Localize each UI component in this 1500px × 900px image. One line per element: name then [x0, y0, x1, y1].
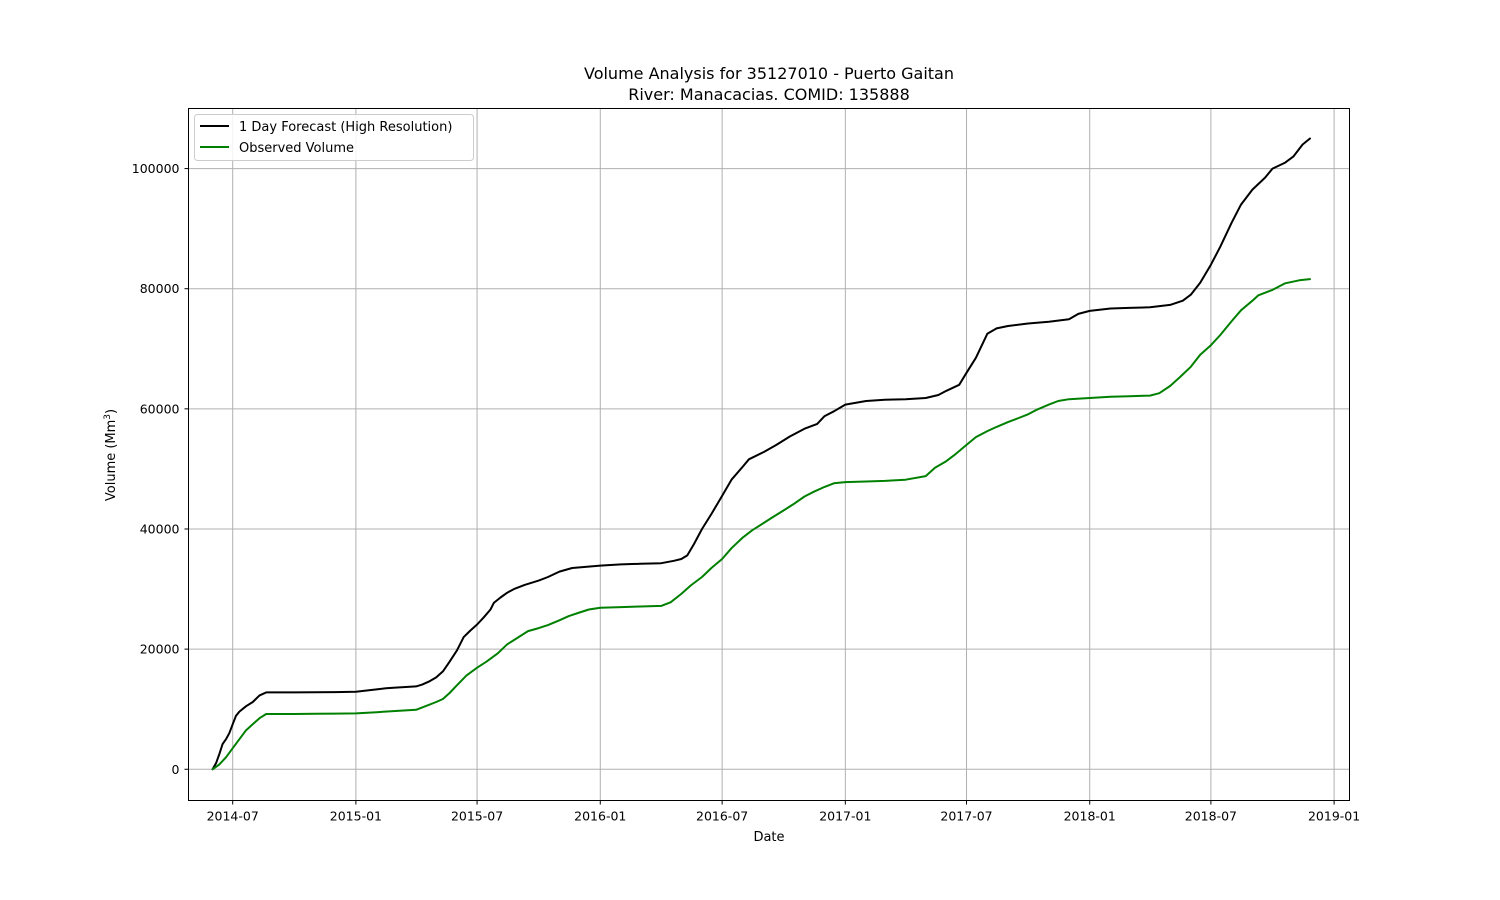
y-tick-label: 100000 — [132, 161, 180, 176]
legend-label-observed: Observed Volume — [239, 141, 354, 156]
chart-title-line-2: River: Manacacias. COMID: 135888 — [628, 85, 910, 104]
y-tick-label: 60000 — [140, 401, 180, 416]
y-axis-ticks: 0 20000 40000 60000 80000 100000 — [132, 161, 189, 777]
x-tick-label: 2015-01 — [330, 809, 382, 824]
x-tick-label: 2019-01 — [1308, 809, 1360, 824]
y-axis-label-suffix: ) — [104, 409, 119, 414]
plot-area-frame — [188, 108, 1350, 801]
x-axis-label: Date — [753, 830, 784, 845]
series-line-forecast — [211, 137, 1311, 771]
chart-title-line-1: Volume Analysis for 35127010 - Puerto Ga… — [584, 64, 954, 83]
y-axis-label: Volume (Mm3) — [103, 409, 119, 501]
legend-label-forecast: 1 Day Forecast (High Resolution) — [239, 120, 452, 135]
y-tick-label: 20000 — [140, 642, 180, 657]
y-axis-label-main: Volume (Mm — [104, 420, 119, 501]
x-tick-label: 2018-07 — [1185, 809, 1237, 824]
grid-lines — [188, 108, 1350, 801]
y-tick-label: 40000 — [140, 521, 180, 536]
x-tick-label: 2018-01 — [1064, 809, 1116, 824]
x-tick-label: 2014-07 — [207, 809, 259, 824]
y-tick-label: 0 — [172, 762, 180, 777]
series-line-observed — [211, 278, 1311, 771]
series-lines — [211, 137, 1311, 771]
x-tick-label: 2017-07 — [940, 809, 992, 824]
x-tick-label: 2016-07 — [696, 809, 748, 824]
y-axis-label-superscript: 3 — [103, 414, 113, 420]
legend-box — [194, 114, 474, 161]
x-tick-label: 2015-07 — [451, 809, 503, 824]
x-tick-label: 2017-01 — [819, 809, 871, 824]
x-axis-ticks: 2014-07 2015-01 2015-07 2016-01 2016-07 2017-… — [207, 800, 1360, 824]
legend: 1 Day Forecast (High Resolution) Observe… — [194, 114, 474, 161]
x-tick-label: 2016-01 — [574, 809, 626, 824]
y-tick-label: 80000 — [140, 281, 180, 296]
